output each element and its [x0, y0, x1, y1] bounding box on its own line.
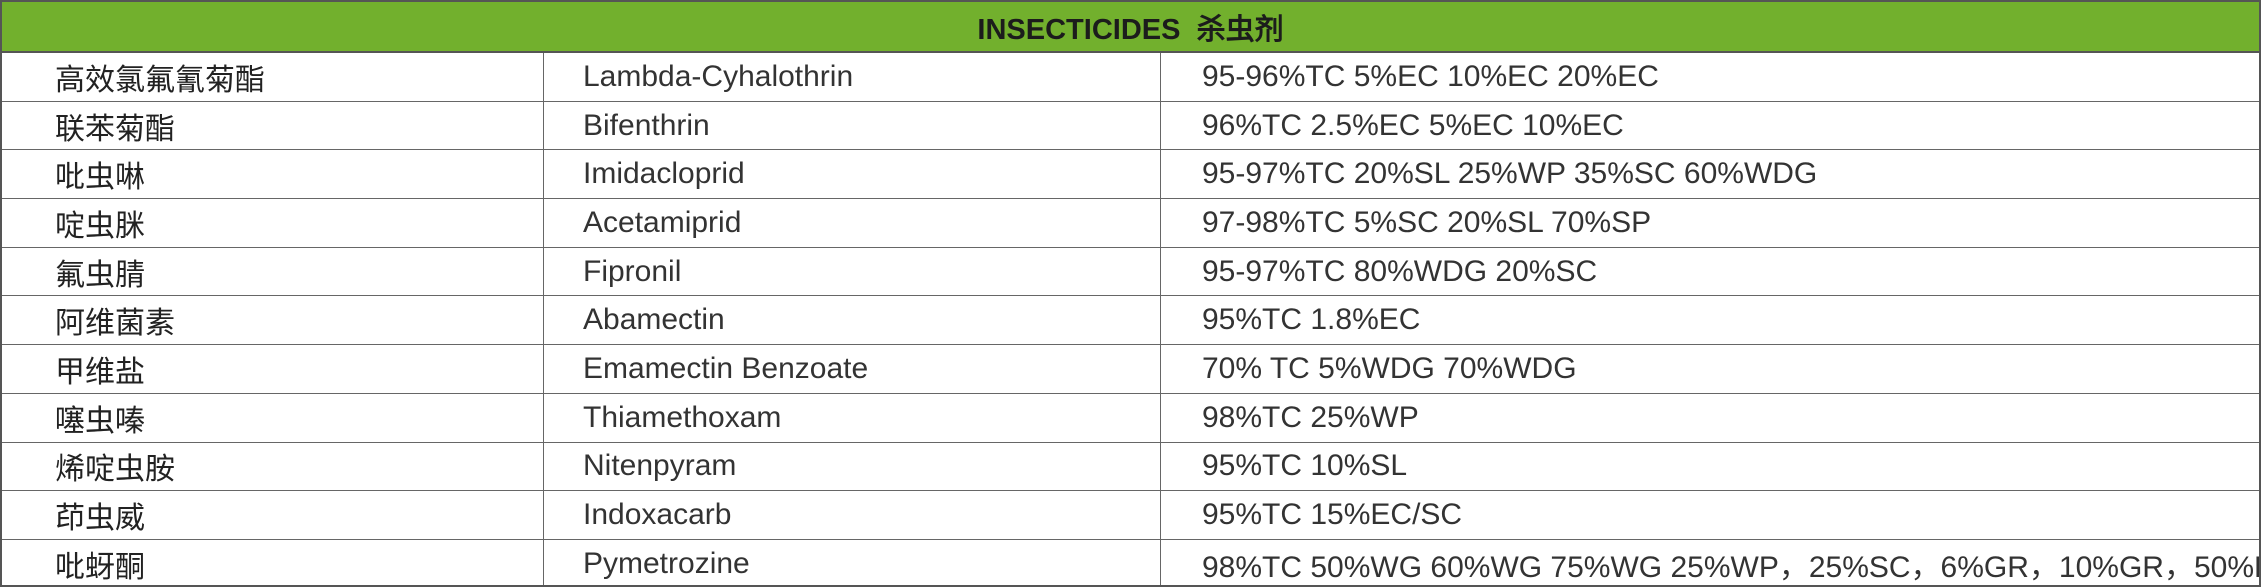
- english-name: Imidacloprid: [544, 150, 1161, 199]
- chinese-name: 甲维盐: [2, 345, 544, 393]
- chinese-name: 烯啶虫胺: [2, 442, 544, 491]
- english-name: Bifenthrin: [544, 101, 1161, 150]
- formulations: 96%TC 2.5%EC 5%EC 10%EC: [1202, 108, 1624, 142]
- chinese-name: 茚虫威: [2, 491, 544, 539]
- table-row: 烯啶虫胺 Nitenpyram 95%TC 10%SL: [2, 442, 2259, 492]
- formulations: 70% TC 5%WDG 70%WDG: [1202, 351, 1577, 385]
- chinese-name: 阿维菌素: [2, 296, 544, 345]
- table-row: 噻虫嗪 Thiamethoxam 98%TC 25%WP: [2, 393, 2259, 443]
- table-row: 高效氯氟氰菊酯 Lambda-Cyhalothrin 95-96%TC 5%EC 1…: [2, 53, 2259, 102]
- chinese-name: 氟虫腈: [2, 247, 544, 296]
- chinese-name: 噻虫嗪: [2, 393, 544, 442]
- table-row: 甲维盐 Emamectin Benzoate 70% TC 5%WDG 70%WDG: [2, 345, 2259, 394]
- table-body: 高效氯氟氰菊酯 Lambda-Cyhalothrin 95-96%TC 5%EC 1…: [2, 53, 2259, 585]
- formulations: 95-97%TC 80%WDG 20%SC: [1202, 254, 1598, 288]
- table-header: INSECTICIDES 杀虫剂: [2, 2, 2259, 53]
- english-name: Acetamiprid: [544, 199, 1161, 247]
- formulations: 95%TC 10%SL: [1202, 449, 1408, 483]
- formulations: 98%TC 25%WP: [1202, 400, 1419, 434]
- chinese-name: 吡虫啉: [2, 150, 544, 199]
- formulations: 98%TC 50%WG 60%WG 75%WG 25%WP，25%SC，6%GR…: [1202, 551, 2259, 585]
- formulations: 95-96%TC 5%EC 10%EC 20%EC: [1202, 59, 1659, 93]
- english-name: Lambda-Cyhalothrin: [544, 53, 1161, 101]
- english-name: Indoxacarb: [544, 491, 1161, 539]
- table-row: 茚虫威 Indoxacarb 95%TC 15%EC/SC: [2, 491, 2259, 540]
- table-row: 氟虫腈 Fipronil 95-97%TC 80%WDG 20%SC: [2, 247, 2259, 297]
- table-row: 吡蚜酮 Pymetrozine 98%TC 50%WG 60%WG 75%WG 25…: [2, 539, 2259, 585]
- table-row: 吡虫啉 Imidacloprid 95-97%TC 20%SL 25%WP 35%S…: [2, 150, 2259, 200]
- english-name: Thiamethoxam: [544, 393, 1161, 442]
- table-row: 联苯菊酯 Bifenthrin 96%TC 2.5%EC 5%EC 10%EC: [2, 101, 2259, 151]
- english-name: Abamectin: [544, 296, 1161, 345]
- english-name: Nitenpyram: [544, 442, 1161, 491]
- formulations: 95-97%TC 20%SL 25%WP 35%SC 60%WDG: [1202, 157, 1818, 191]
- english-name: Fipronil: [544, 247, 1161, 296]
- chinese-name: 联苯菊酯: [2, 101, 544, 150]
- chinese-name: 吡蚜酮: [2, 539, 544, 585]
- chinese-name: 啶虫脒: [2, 199, 544, 247]
- formulations: 95%TC 15%EC/SC: [1202, 498, 1463, 532]
- table-row: 啶虫脒 Acetamiprid 97-98%TC 5%SC 20%SL 70%SP: [2, 199, 2259, 248]
- table-row: 阿维菌素 Abamectin 95%TC 1.8%EC: [2, 296, 2259, 346]
- english-name: Pymetrozine: [544, 539, 1161, 585]
- formulations: 95%TC 1.8%EC: [1202, 303, 1421, 337]
- english-name: Emamectin Benzoate: [544, 345, 1161, 393]
- chinese-name: 高效氯氟氰菊酯: [2, 53, 544, 101]
- formulations: 97-98%TC 5%SC 20%SL 70%SP: [1202, 205, 1652, 239]
